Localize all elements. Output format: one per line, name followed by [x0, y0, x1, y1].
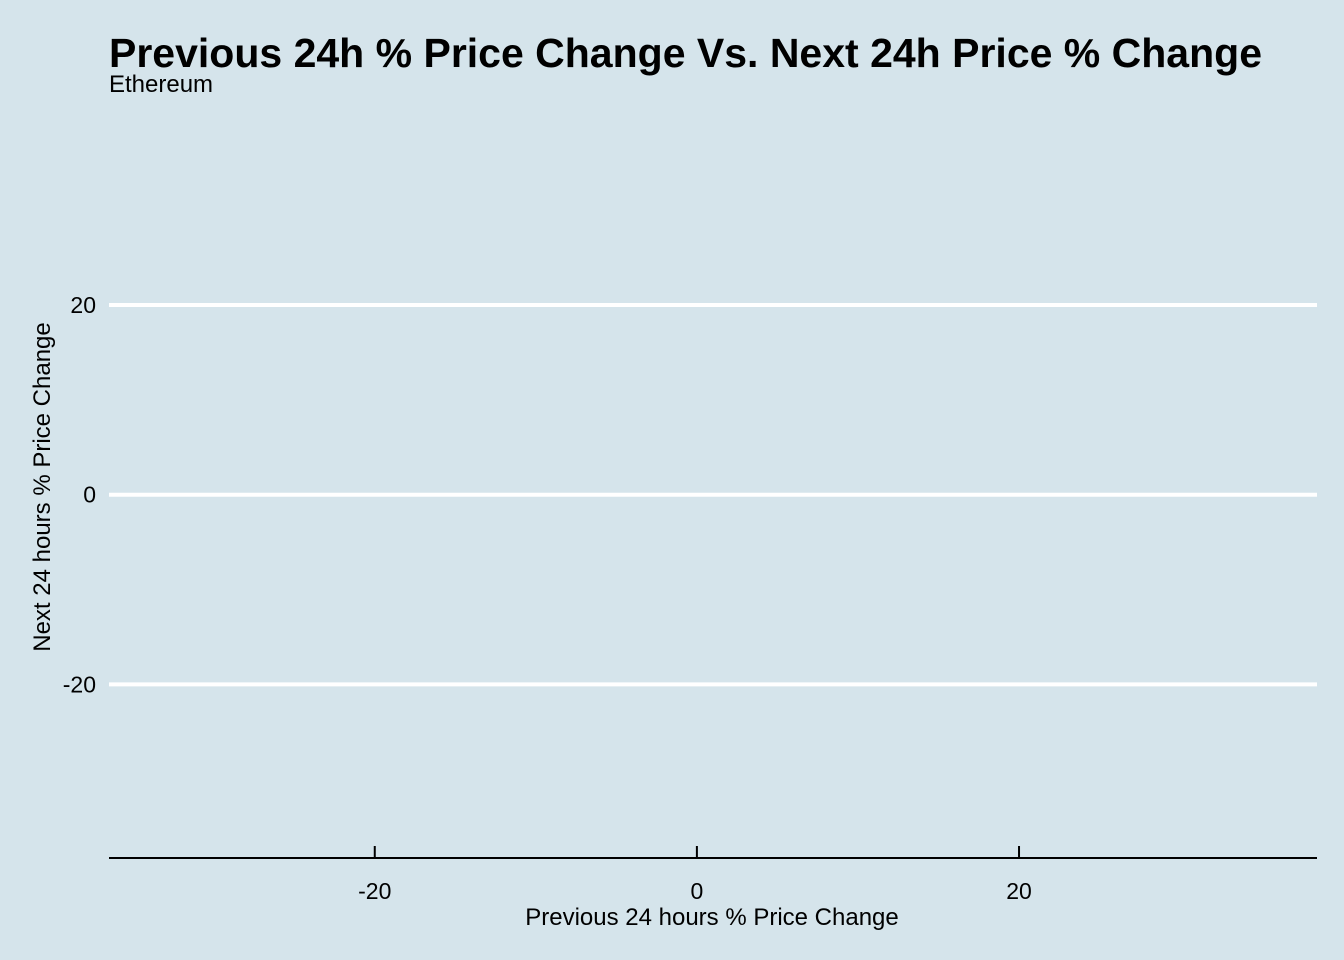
y-axis-title: Next 24 hours % Price Change [29, 322, 56, 652]
chart-title: Previous 24h % Price Change Vs. Next 24h… [109, 30, 1263, 76]
y-axis-ticks: -20 0 20 [63, 292, 96, 697]
gridlines [109, 302, 1317, 687]
x-axis-title: Previous 24 hours % Price Change [525, 904, 899, 931]
chart-subtitle: Ethereum [109, 71, 214, 98]
x-axis-ticks: -20 0 20 [358, 846, 1032, 904]
x-tick-label: 0 [690, 878, 703, 904]
y-tick-label: 20 [70, 292, 96, 318]
x-tick-label: 20 [1006, 878, 1032, 904]
x-tick-label: -20 [358, 878, 391, 904]
y-tick-label: 0 [83, 482, 96, 508]
y-tick-label: -20 [63, 671, 96, 697]
